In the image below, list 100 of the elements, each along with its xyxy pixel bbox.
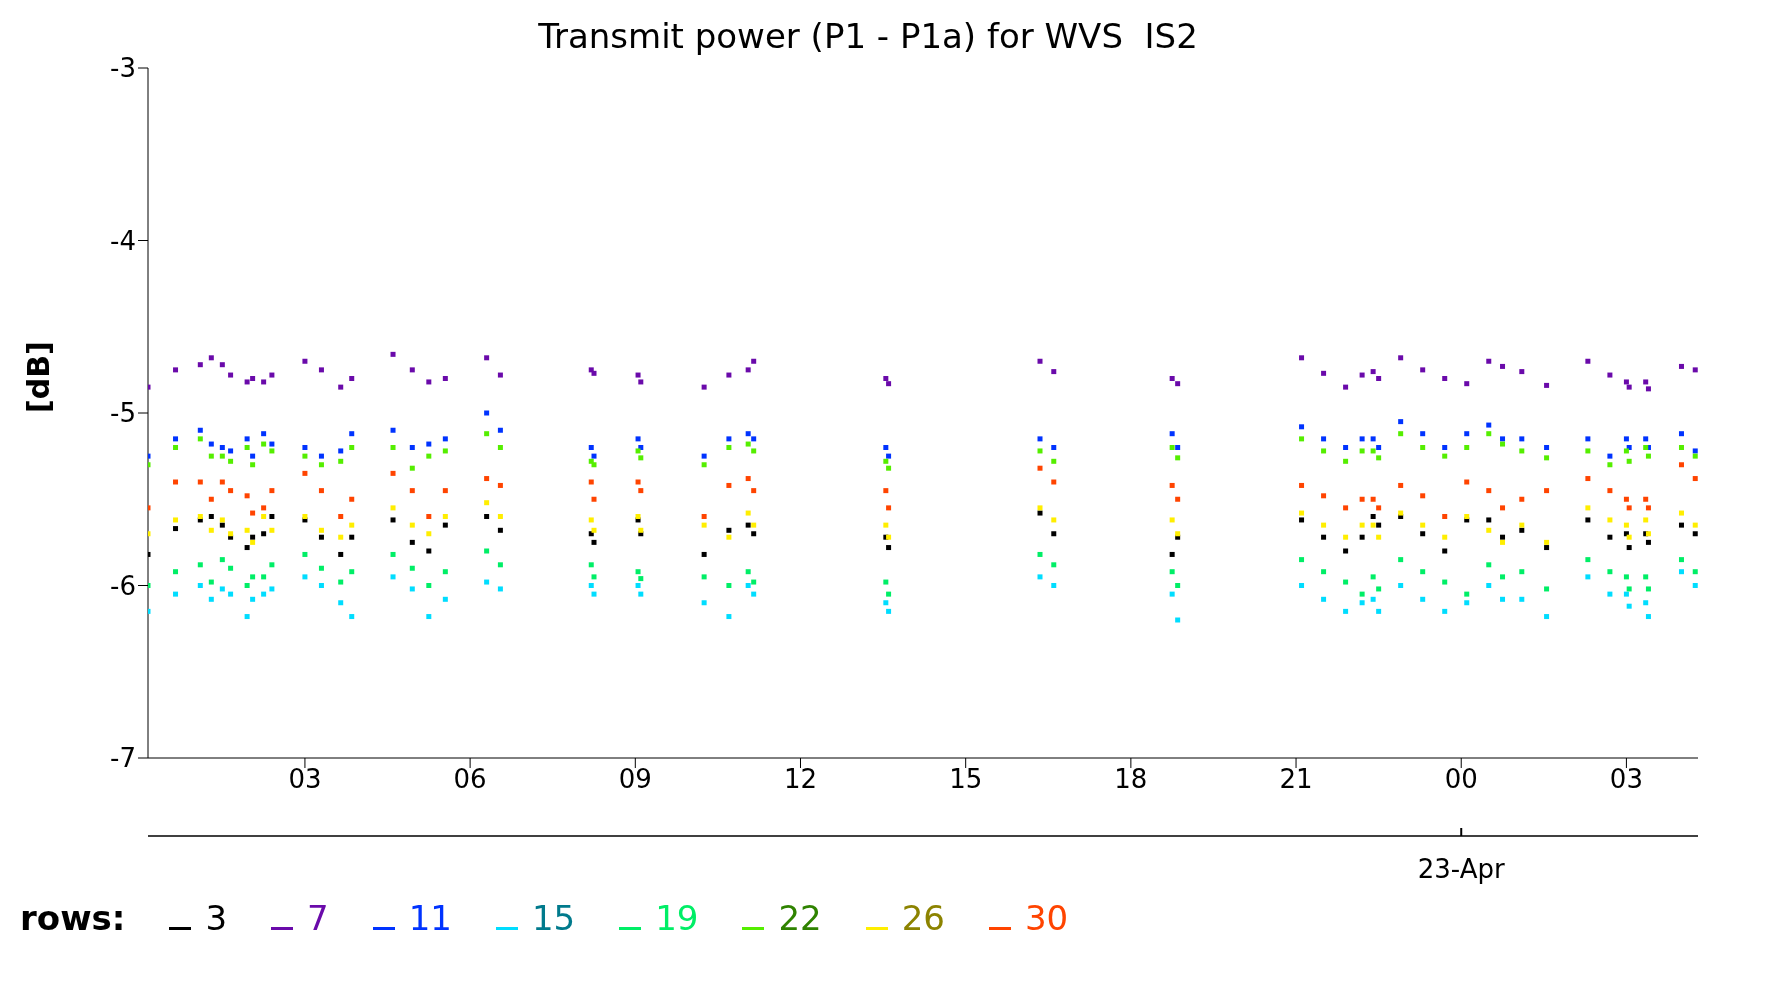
point xyxy=(745,583,751,588)
point xyxy=(1678,522,1684,528)
point xyxy=(1051,583,1057,588)
point xyxy=(1398,431,1404,437)
point xyxy=(1376,455,1382,461)
point xyxy=(1051,458,1057,464)
legend-label: 15 xyxy=(531,898,576,938)
point xyxy=(1692,476,1698,482)
point xyxy=(409,539,415,545)
point xyxy=(638,455,644,461)
point xyxy=(1486,358,1492,364)
point xyxy=(1359,591,1365,597)
point xyxy=(409,565,415,571)
point xyxy=(1585,505,1591,511)
point xyxy=(1486,527,1492,533)
point xyxy=(1519,436,1525,442)
point xyxy=(208,496,214,502)
point xyxy=(261,441,267,447)
point xyxy=(886,505,892,511)
point xyxy=(1299,557,1305,563)
point xyxy=(1376,445,1382,450)
point xyxy=(638,576,644,582)
point xyxy=(1500,534,1506,540)
point xyxy=(349,445,355,450)
point xyxy=(426,548,432,554)
point xyxy=(635,514,641,519)
point xyxy=(1623,379,1629,385)
point xyxy=(1420,522,1426,528)
point xyxy=(701,574,707,580)
point xyxy=(751,591,757,597)
point xyxy=(497,482,503,488)
point xyxy=(1359,372,1365,378)
point xyxy=(244,436,250,442)
point xyxy=(635,448,641,454)
point xyxy=(338,384,344,390)
point xyxy=(484,431,490,437)
point xyxy=(1359,534,1365,540)
point xyxy=(442,488,448,494)
point xyxy=(1370,522,1376,528)
point xyxy=(302,445,308,450)
point xyxy=(1626,505,1632,511)
point xyxy=(269,514,275,519)
point xyxy=(1376,586,1382,592)
point xyxy=(588,367,594,373)
point xyxy=(269,527,275,533)
point xyxy=(173,569,179,575)
point xyxy=(442,448,448,454)
point xyxy=(1500,363,1506,369)
point xyxy=(250,510,256,516)
point xyxy=(886,453,892,459)
point xyxy=(269,586,275,592)
point xyxy=(1420,596,1426,602)
point xyxy=(1442,514,1448,519)
point xyxy=(208,596,214,602)
point xyxy=(349,569,355,575)
point xyxy=(591,370,597,376)
point xyxy=(426,514,432,519)
legend-label: 22 xyxy=(778,898,822,938)
point xyxy=(1623,574,1629,580)
point xyxy=(219,362,225,368)
point xyxy=(1585,557,1591,563)
point xyxy=(302,358,308,364)
point xyxy=(1486,422,1492,428)
point xyxy=(442,436,448,442)
point xyxy=(1607,517,1613,523)
point xyxy=(1169,376,1175,381)
point xyxy=(197,514,203,519)
point xyxy=(269,448,275,454)
point xyxy=(484,355,490,361)
point xyxy=(1398,355,1404,361)
point xyxy=(390,574,396,580)
point xyxy=(1486,517,1492,523)
text: 23-Apr xyxy=(1417,854,1505,884)
point xyxy=(497,427,503,433)
point xyxy=(591,591,597,597)
point xyxy=(1544,445,1550,450)
point xyxy=(219,445,225,450)
point xyxy=(1692,453,1698,459)
point xyxy=(442,569,448,575)
y-tick-label: -6 xyxy=(110,570,136,601)
point xyxy=(1585,476,1591,482)
point xyxy=(244,445,250,450)
point xyxy=(1623,522,1629,528)
point xyxy=(1398,557,1404,563)
legend-label: 26 xyxy=(901,898,945,938)
point xyxy=(1442,453,1448,459)
point xyxy=(409,488,415,494)
point xyxy=(250,596,256,602)
point xyxy=(1585,436,1591,442)
point xyxy=(1623,496,1629,502)
point xyxy=(250,453,256,459)
y-tick-label: -7 xyxy=(110,743,136,774)
point xyxy=(1464,479,1470,485)
point xyxy=(638,591,644,597)
point xyxy=(1175,583,1181,588)
point xyxy=(409,465,415,471)
point xyxy=(591,496,597,502)
point xyxy=(1169,569,1175,575)
point xyxy=(390,427,396,433)
point xyxy=(1343,445,1349,450)
